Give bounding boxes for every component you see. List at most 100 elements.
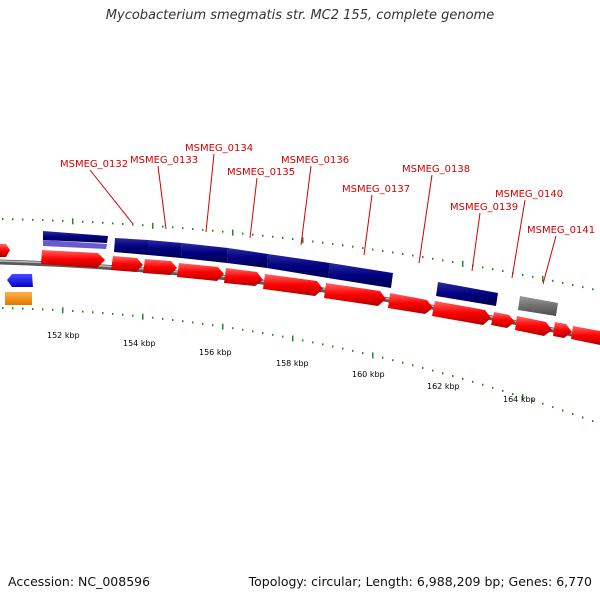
gc-tick [392,359,394,362]
gc-tick [522,394,524,401]
gc-tick [92,311,94,314]
gc-tick [182,227,184,230]
gc-tick [542,402,544,405]
cds-arrow-0132 [41,250,105,268]
cds-arrow-0141a [515,316,552,336]
protein-feature-0133 [114,238,148,255]
gc-tick [562,281,564,284]
gc-tick [522,273,524,276]
gc-tick [372,248,374,251]
gc-tick [162,317,164,320]
gc-tick [572,283,574,286]
gene-label-line [418,174,433,264]
kbp-label: 160 kbp [352,370,385,379]
gc-tick [202,322,204,325]
cds-arrow-0136 [263,274,323,296]
gc-tick [312,341,314,344]
gc-tick [502,270,504,273]
gc-tick [232,327,234,330]
kbp-label: 156 kbp [199,348,232,357]
gc-tick [382,249,384,252]
gc-tick [582,286,584,289]
cds-partial-left [0,244,10,257]
gene-label: MSMEG_0136 [281,155,349,166]
gene-label: MSMEG_0132 [60,159,128,170]
gc-tick [262,332,264,335]
gc-content-ticks-lower [2,307,594,423]
gc-tick [442,259,444,262]
gc-tick [482,266,484,269]
cds-arrow-0138 [388,293,433,314]
other-gene-0140 [518,296,558,316]
gene-label-line [157,165,167,230]
gene-label: MSMEG_0141 [527,225,595,236]
gc-tick [302,339,304,342]
cds-arrow-0133 [111,256,143,272]
gc-tick [142,313,144,320]
gc-tick [192,227,194,230]
gc-tick [332,345,334,348]
gene-label: MSMEG_0139 [450,202,518,213]
gc-tick [352,245,354,248]
gene-label-line [511,199,526,279]
kbp-label: 152 kbp [47,331,80,340]
kbp-ruler: 152 kbp 154 kbp 156 kbp 158 kbp 160 kbp 162 k… [47,331,536,404]
gc-tick [362,247,364,250]
gc-tick [92,221,94,224]
gc-tick [402,252,404,255]
gene-label: MSMEG_0138 [402,164,470,175]
gc-tick [322,343,324,346]
gc-tick [42,219,44,222]
gc-tick [162,225,164,228]
cds-arrow-0135a [177,263,224,281]
gene-label-line [249,177,258,239]
gene-label-line [363,194,373,256]
gc-tick [562,409,564,412]
gc-tick [422,366,424,369]
gene-label-line [300,165,312,246]
gc-tick [192,321,194,324]
gc-tick [102,221,104,224]
gc-tick [432,369,434,372]
gc-tick [52,219,54,222]
gc-tick [12,218,14,221]
gc-tick [412,364,414,367]
gc-tick [442,372,444,375]
gc-tick [2,307,4,310]
gc-tick [452,375,454,378]
gc-tick [252,233,254,236]
cds-arrow-0142 [571,326,600,345]
kbp-label: 162 kbp [427,382,460,391]
gc-tick [172,226,174,229]
gc-tick [292,238,294,241]
gc-tick [72,309,74,312]
gc-tick [432,257,434,260]
gc-tick [172,318,174,321]
gc-tick [572,412,574,415]
gc-tick [502,389,504,392]
gc-tick [332,243,334,246]
gc-tick [392,251,394,254]
gc-tick [342,347,344,350]
gc-tick [152,222,154,229]
gc-tick [122,222,124,225]
gc-tick [422,256,424,259]
protein-feature-0139 [436,282,498,306]
gc-tick [402,361,404,364]
gc-tick [72,218,74,225]
protein-feature-0136 [267,254,330,278]
gc-tick [222,230,224,233]
protein-feature-0135b [227,248,268,268]
gc-tick [592,288,594,291]
gc-tick [272,235,274,238]
gc-tick [22,218,24,221]
gc-tick [212,229,214,232]
gc-tick [382,356,384,359]
gc-tick [452,261,454,264]
gc-tick [32,218,34,221]
gc-tick [112,222,114,225]
protein-feature-0134 [148,240,182,258]
cds-arrow-0135b [224,268,263,286]
kbp-label: 158 kbp [276,359,309,368]
